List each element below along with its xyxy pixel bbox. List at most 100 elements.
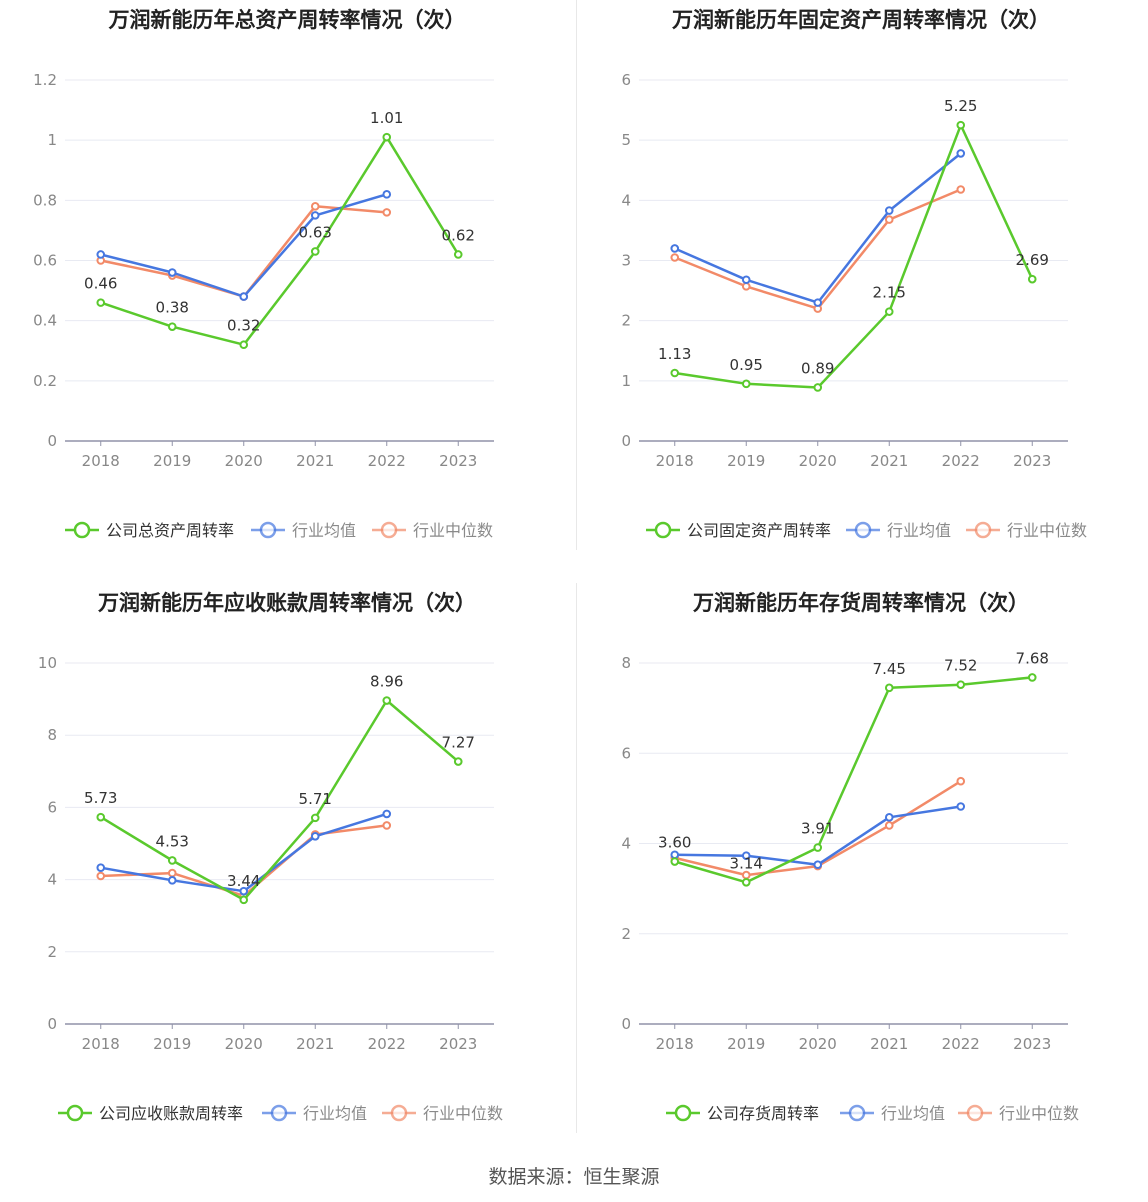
data-label: 0.63 <box>299 223 332 241</box>
y-tick-label: 6 <box>621 71 631 89</box>
x-tick-label: 2023 <box>439 1035 477 1053</box>
legend-item-industry_avg[interactable]: 行业均值 <box>846 521 951 540</box>
x-tick-label: 2019 <box>727 452 765 470</box>
data-label: 2.69 <box>1016 251 1049 269</box>
y-tick-label: 4 <box>621 835 631 853</box>
data-point-industry_avg <box>884 813 894 822</box>
chart-panel-inventory-turnover: 万润新能历年存货周转率情况（次） 0 2 4 6 8 2018 2019 2020 2021 202… <box>574 583 1148 1166</box>
data-point-industry_median <box>382 821 392 830</box>
data-label: 0.46 <box>84 275 117 293</box>
data-point-company <box>382 132 392 142</box>
divider-top <box>576 0 577 550</box>
x-tick-label: 2021 <box>870 452 908 470</box>
legend-circle-icon <box>73 521 91 539</box>
data-point-industry_median <box>884 821 894 830</box>
legend-item-company[interactable]: 公司固定资产周转率 <box>646 521 831 540</box>
legend-item-industry_avg[interactable]: 行业均值 <box>840 1104 945 1123</box>
y-tick-label: 8 <box>621 654 631 672</box>
data-point-industry_median <box>956 185 966 194</box>
x-tick-label: 2023 <box>1013 1035 1051 1053</box>
data-point-company <box>239 340 249 350</box>
legend-label: 行业均值 <box>292 521 356 540</box>
data-point-industry_avg <box>382 190 392 199</box>
legend-circle-icon <box>270 1104 288 1122</box>
x-tick-label: 2022 <box>942 1035 980 1053</box>
y-tick-label: 6 <box>621 744 631 762</box>
legend-circle-icon <box>380 521 398 539</box>
y-tick-label: 1 <box>621 372 631 390</box>
data-label: 3.14 <box>730 854 763 872</box>
legend-item-company[interactable]: 公司应收账款周转率 <box>58 1104 243 1123</box>
y-tick-label: 2 <box>621 312 631 330</box>
data-point-company <box>453 250 463 259</box>
data-label: 7.52 <box>944 657 977 675</box>
chart-panel-receivables-turnover: 万润新能历年应收账款周转率情况（次） 0 2 4 6 8 10 2018 2019 2020 202… <box>0 583 574 1166</box>
data-point-company <box>670 857 680 866</box>
x-tick-label: 2020 <box>799 1035 837 1053</box>
data-point-industry_median <box>382 208 392 217</box>
legend-label: 公司存货周转率 <box>707 1104 819 1123</box>
legend-label: 行业中位数 <box>999 1104 1079 1123</box>
y-tick-label: 10 <box>38 654 57 672</box>
data-point-company <box>310 813 320 823</box>
legend-label: 行业均值 <box>887 521 951 540</box>
legend-item-company[interactable]: 公司存货周转率 <box>666 1104 819 1123</box>
chart-svg: 万润新能历年固定资产周转率情况（次） 0 1 2 3 4 5 6 2018 2019 2020 202… <box>621 8 1087 540</box>
chart-title: 万润新能历年固定资产周转率情况（次） <box>671 8 1050 32</box>
data-label: 3.60 <box>658 834 691 852</box>
legend-circle-icon <box>854 521 872 539</box>
legend-item-industry_median[interactable]: 行业中位数 <box>382 1104 503 1123</box>
x-tick-label: 2022 <box>368 452 406 470</box>
data-label: 5.71 <box>299 790 332 808</box>
data-label: 8.96 <box>370 673 403 691</box>
data-point-industry_avg <box>167 268 177 277</box>
chart-svg: 万润新能历年应收账款周转率情况（次） 0 2 4 6 8 10 2018 2019 2020 202… <box>38 591 503 1123</box>
y-tick-label: 0 <box>621 1015 631 1033</box>
data-point-company <box>167 322 177 331</box>
data-point-industry_median <box>884 215 894 224</box>
data-point-company <box>382 696 392 705</box>
x-tick-label: 2023 <box>439 452 477 470</box>
legend-circle-icon <box>66 1104 84 1122</box>
series-line-company <box>100 699 460 902</box>
data-label: 0.89 <box>801 359 834 377</box>
data-point-company <box>96 812 106 822</box>
x-tick-label: 2021 <box>296 452 334 470</box>
legend-item-industry_median[interactable]: 行业中位数 <box>966 521 1087 540</box>
data-point-company <box>96 298 106 307</box>
x-tick-label: 2021 <box>296 1035 334 1053</box>
data-point-industry_avg <box>310 211 320 220</box>
data-label: 0.62 <box>442 226 475 244</box>
divider-bottom <box>576 583 577 1133</box>
data-point-company <box>167 856 177 865</box>
x-tick-label: 2018 <box>82 452 120 470</box>
chart-panel-total-asset-turnover: 万润新能历年总资产周转率情况（次） 0 0.2 0.4 0.6 0.8 1 1.2 2018 20… <box>0 0 574 583</box>
data-label: 3.91 <box>801 820 834 838</box>
legend-item-industry_avg[interactable]: 行业均值 <box>262 1104 367 1123</box>
legend-label: 行业中位数 <box>413 521 493 540</box>
data-point-company <box>884 683 894 693</box>
x-tick-label: 2020 <box>799 452 837 470</box>
y-tick-label: 0.8 <box>33 191 57 209</box>
x-tick-label: 2018 <box>656 452 694 470</box>
source-text: 数据来源：恒生聚源 <box>488 1166 660 1188</box>
legend-item-industry_median[interactable]: 行业中位数 <box>372 521 493 540</box>
legend-circle-icon <box>966 1104 984 1122</box>
x-tick-label: 2023 <box>1013 452 1051 470</box>
y-tick-label: 3 <box>621 252 631 270</box>
series-line-industry_median <box>100 205 387 298</box>
data-point-industry_median <box>310 202 320 211</box>
data-point-company <box>741 878 751 887</box>
chart-title: 万润新能历年总资产周转率情况（次） <box>108 8 466 32</box>
y-tick-label: 0.4 <box>33 312 57 330</box>
legend-item-industry_avg[interactable]: 行业均值 <box>251 521 356 540</box>
data-point-industry_avg <box>813 860 823 870</box>
data-point-company <box>1027 274 1037 284</box>
x-tick-label: 2022 <box>942 452 980 470</box>
data-label: 0.95 <box>730 356 763 374</box>
legend-label: 行业中位数 <box>1007 521 1087 540</box>
legend-circle-icon <box>848 1104 866 1122</box>
legend-item-company[interactable]: 公司总资产周转率 <box>65 521 234 540</box>
legend-item-industry_median[interactable]: 行业中位数 <box>958 1104 1079 1123</box>
data-label: 5.73 <box>84 789 117 807</box>
